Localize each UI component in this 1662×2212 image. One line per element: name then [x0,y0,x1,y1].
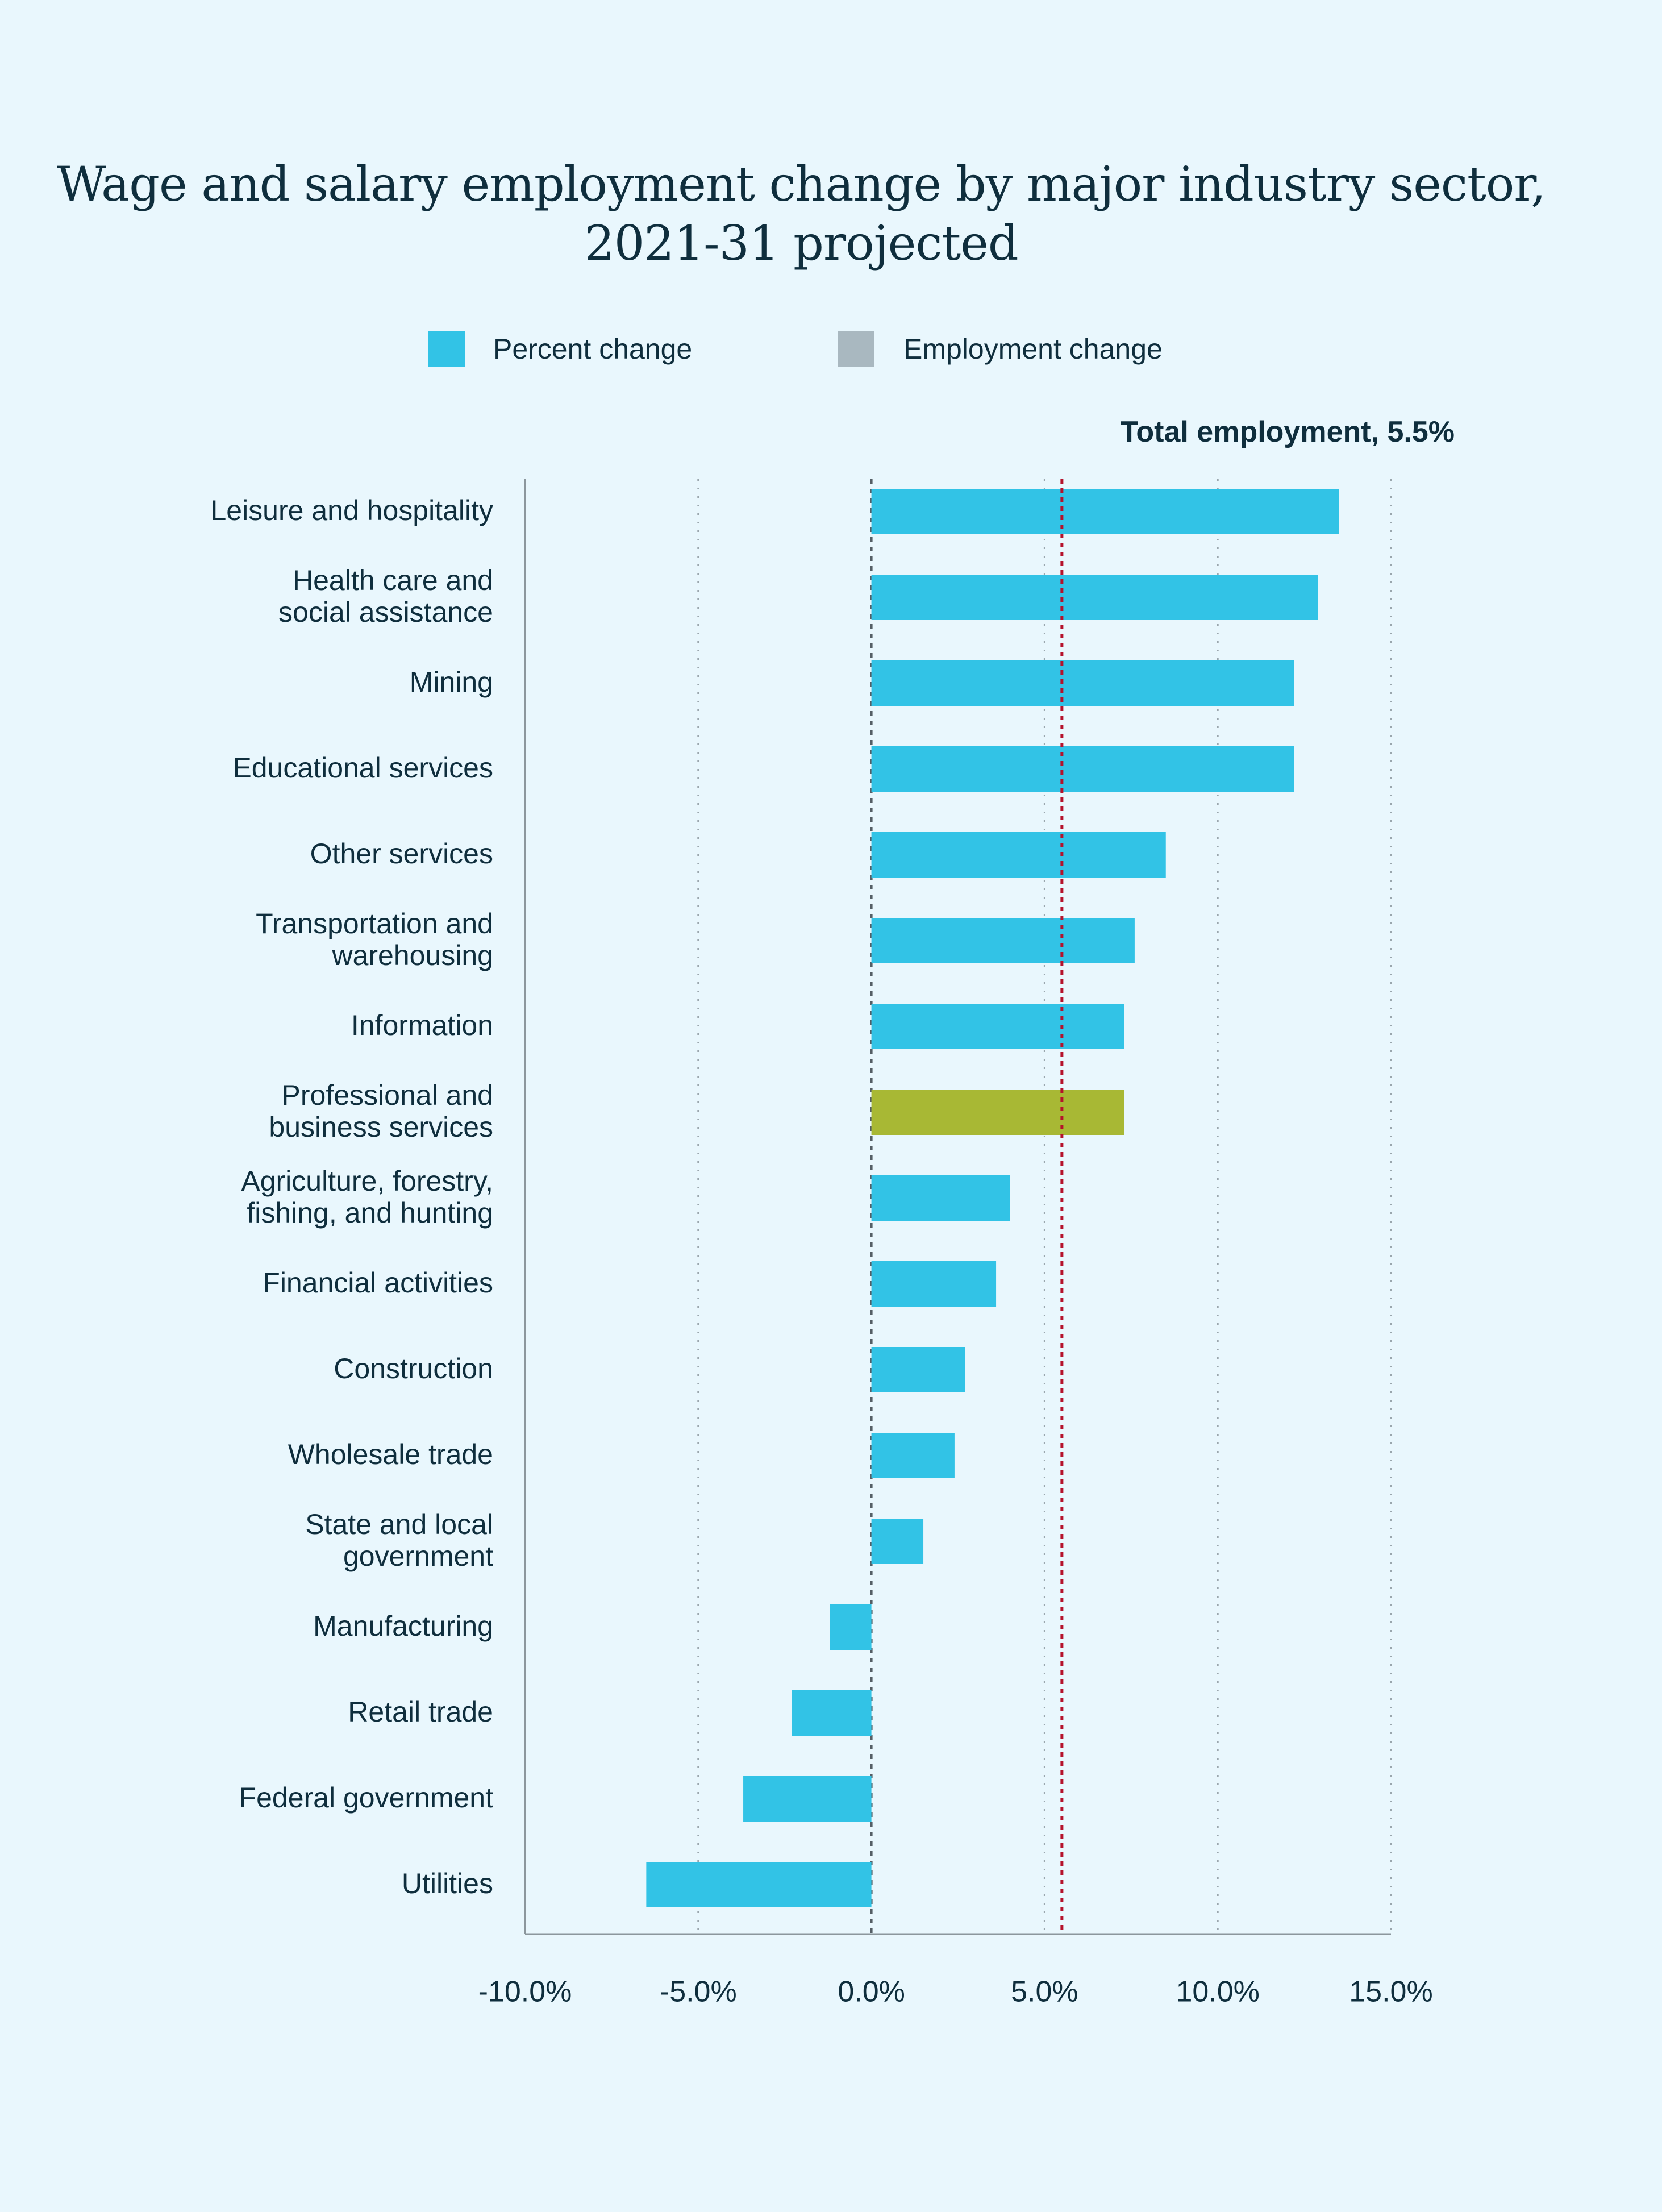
category-label-14: Retail trade [348,1696,493,1728]
legend-label-employment-change: Employment change [903,333,1163,365]
chart-title-line-1: Wage and salary employment change by maj… [57,156,1546,212]
category-label-7-line-2: business services [269,1111,493,1143]
x-tick-label-1: -5.0% [660,1976,737,2009]
category-label-8-line-1: Agriculture, forestry, [241,1165,493,1197]
category-label-8-line-2: fishing, and hunting [247,1197,493,1229]
category-label-9: Financial activities [263,1267,493,1299]
bar-7 [871,1090,1124,1135]
category-label-3: Educational services [232,752,493,784]
category-label-4: Other services [310,838,493,870]
bar-15 [743,1776,872,1822]
category-label-13: Manufacturing [313,1610,493,1642]
category-label-11: Wholesale trade [288,1438,493,1470]
category-label-12-line-1: State and local [305,1508,493,1540]
legend-swatch-percent-change [428,331,465,367]
bar-4 [871,832,1166,878]
x-tick-label-3: 5.0% [1011,1976,1078,2009]
category-label-0: Leisure and hospitality [210,494,493,526]
bar-1 [871,575,1318,620]
category-label-12-line-2: government [343,1540,493,1572]
category-label-7-line-1: Professional and [282,1079,493,1111]
category-label-16: Utilities [402,1868,493,1899]
bar-9 [871,1261,997,1307]
bar-8 [871,1175,1010,1221]
category-label-5-line-1: Transportation and [256,908,493,939]
x-tick-label-5: 15.0% [1349,1976,1432,2009]
chart-title-line-2: 2021-31 projected [584,215,1018,271]
total-employment-label: Total employment, 5.5% [1120,415,1455,448]
bar-3 [871,746,1294,792]
x-tick-label-4: 10.0% [1176,1976,1259,2009]
category-label-6: Information [351,1009,493,1041]
bar-12 [871,1519,924,1564]
bar-11 [871,1433,955,1478]
category-label-10: Construction [334,1353,493,1384]
x-tick-label-2: 0.0% [838,1976,905,2009]
bar-6 [871,1004,1124,1049]
x-tick-label-0: -10.0% [478,1976,572,2009]
bar-0 [871,489,1339,534]
bar-10 [871,1347,965,1392]
bar-5 [871,918,1135,963]
bar-13 [830,1604,872,1650]
category-label-2: Mining [410,666,493,698]
bar-16 [646,1862,872,1907]
bar-2 [871,660,1294,706]
category-label-1-line-1: Health care and [293,564,493,596]
category-label-5-line-2: warehousing [331,939,493,971]
chart-title: Wage and salary employment change by maj… [0,155,1602,273]
category-label-1-line-2: social assistance [278,596,493,628]
legend-swatch-employment-change [838,331,874,367]
bar-14 [792,1690,872,1736]
legend-label-percent-change: Percent change [493,333,693,365]
category-label-15: Federal government [239,1782,494,1814]
